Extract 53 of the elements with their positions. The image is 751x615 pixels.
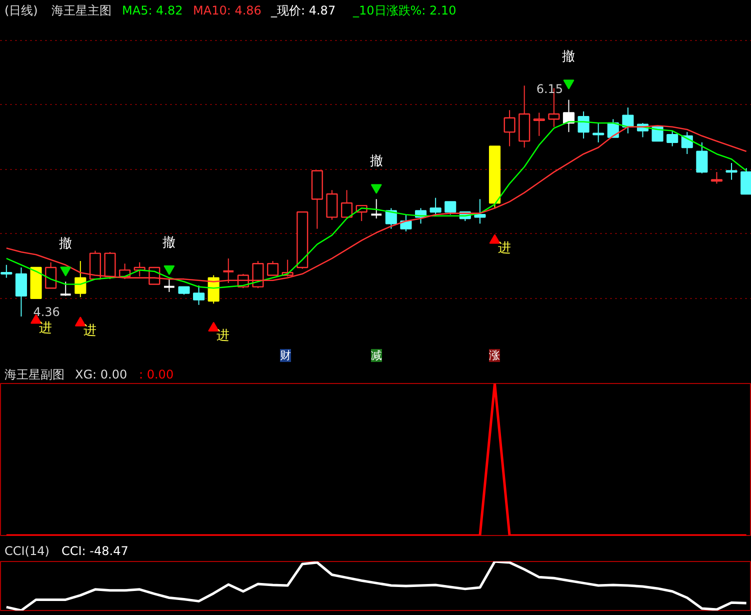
candlestick: [0, 264, 12, 278]
annotation: 涨: [489, 349, 500, 362]
candlestick: [592, 122, 604, 143]
candlestick: [267, 260, 279, 276]
annotation: _现价: 4.87: [270, 4, 336, 18]
annotation: 减: [371, 349, 382, 362]
candlestick: [710, 172, 723, 184]
candlestick: [370, 198, 383, 219]
annotation: 6.15: [536, 82, 564, 96]
candlestick: [326, 190, 338, 220]
candlestick: [59, 281, 72, 296]
text: CCI: -48.47: [62, 544, 128, 558]
data-label: 撤: [162, 235, 176, 250]
chart-title: CCI(14): [4, 544, 50, 558]
chart-title: 海王星副图: [4, 368, 64, 382]
text: MA10: 4.86: [193, 4, 262, 18]
data-label: 撤: [59, 236, 72, 252]
point: [563, 80, 574, 90]
annotation: 4.36: [33, 304, 60, 319]
candlestick: [340, 190, 353, 218]
annotation: _10日涨跌%: 2.10: [352, 4, 456, 18]
candlestick: [474, 198, 486, 224]
candlestick: [652, 126, 664, 142]
candlestick: [385, 208, 397, 230]
candlestick: [696, 142, 708, 174]
candlestick: [740, 168, 751, 195]
data-label: 进: [39, 320, 52, 336]
chart-subtitle: 海王星主图: [52, 4, 112, 18]
candlestick: [504, 110, 516, 147]
chart-title: (日线): [4, 4, 38, 18]
candlestick: [622, 107, 634, 134]
candlestick: [666, 130, 678, 147]
data-label: 撤: [562, 50, 576, 65]
candlestick: [578, 110, 590, 140]
candlestick: [193, 285, 205, 306]
candlestick: [533, 112, 545, 136]
candlestick: [74, 260, 86, 298]
candlestick: [726, 162, 738, 180]
annotation: 财: [280, 349, 291, 362]
candlestick: [45, 262, 57, 289]
candlestick: [430, 197, 442, 216]
candlestick: [163, 278, 176, 292]
data-label: 进: [83, 323, 96, 338]
data-label: 进: [216, 328, 230, 344]
candlestick: [104, 252, 116, 280]
text: MA5: 4.82: [122, 4, 183, 18]
data-label: 撤: [370, 154, 383, 170]
text: XG: 0.00: [75, 368, 128, 382]
point: [370, 184, 382, 194]
candlestick: [444, 201, 456, 216]
data-label: 进: [498, 240, 511, 256]
candlestick: [15, 266, 27, 317]
text: : 0.00: [139, 368, 174, 382]
